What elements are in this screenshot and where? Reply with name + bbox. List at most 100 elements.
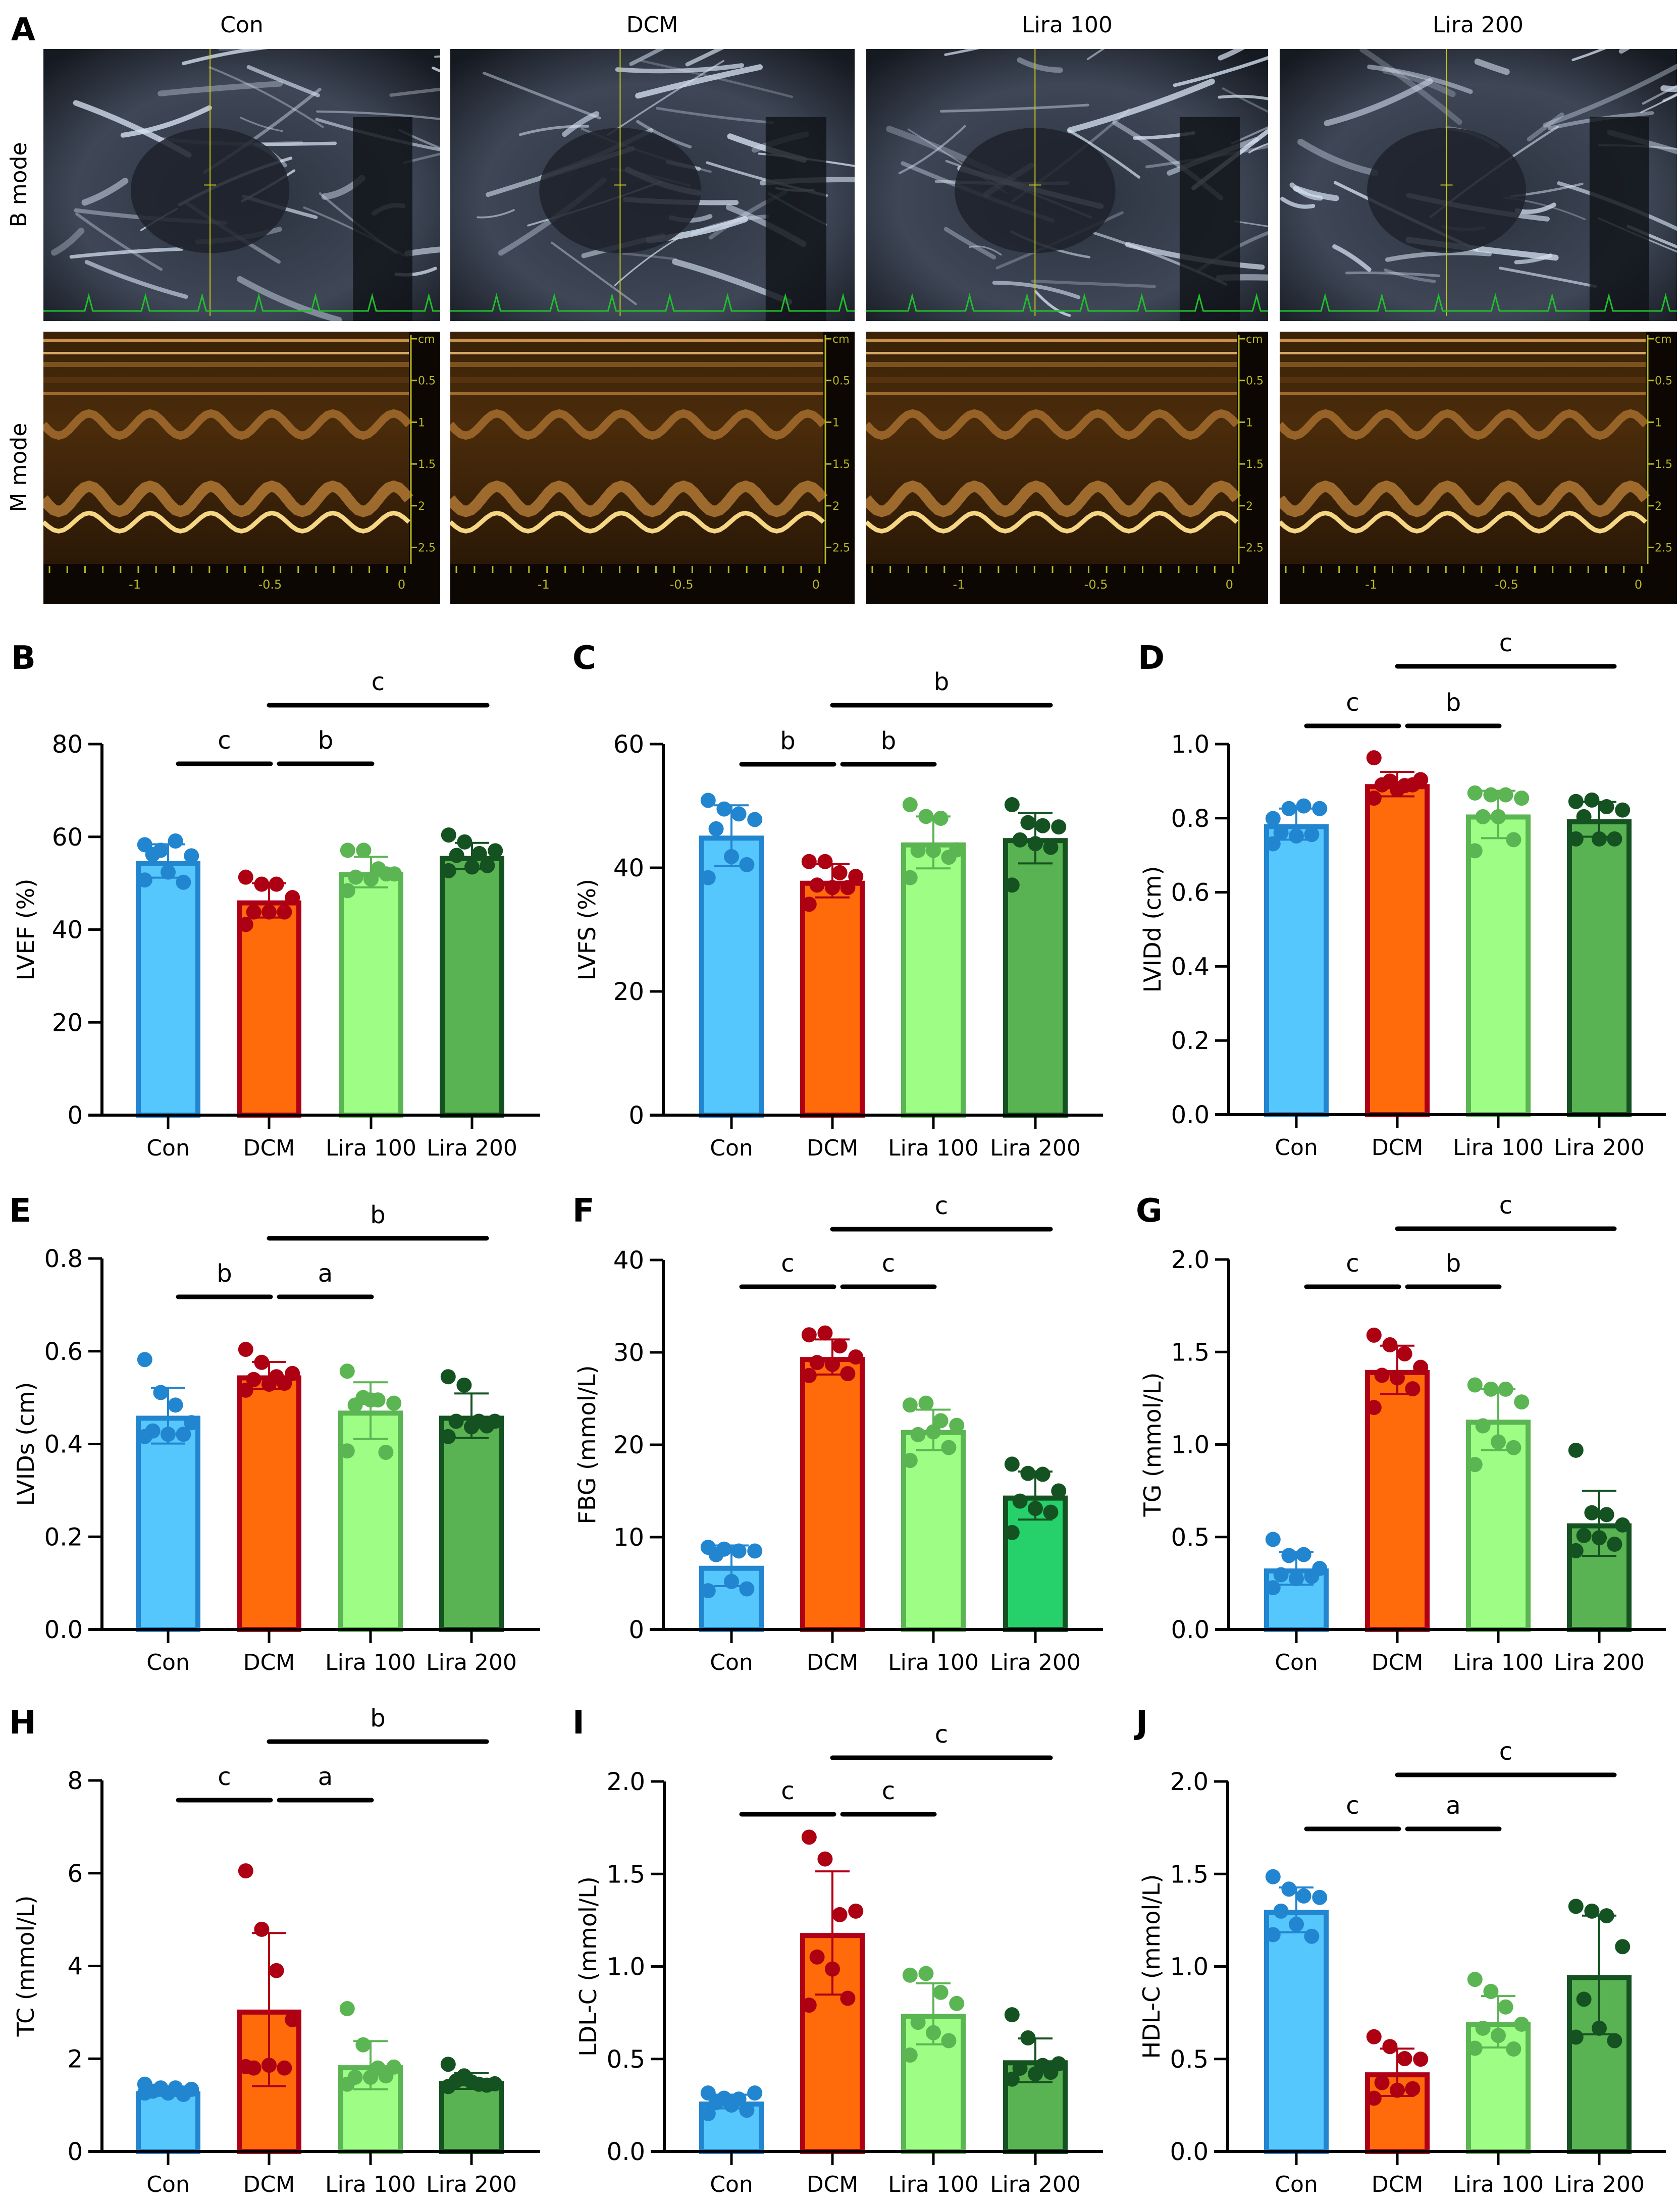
data-point — [1289, 1571, 1304, 1587]
m-mode-depth-tick-label: 1 — [418, 416, 425, 429]
data-point — [700, 1583, 716, 1599]
data-point — [1413, 1359, 1429, 1375]
data-point — [1568, 1543, 1584, 1558]
data-point — [825, 880, 840, 896]
data-point — [809, 877, 825, 893]
data-point — [1028, 1501, 1043, 1516]
data-point — [910, 843, 926, 858]
data-point — [1043, 2065, 1059, 2080]
data-point — [1514, 1394, 1530, 1410]
x-tick-label: Lira 100 — [888, 1135, 979, 1161]
m-mode-depth-tick-label: cm — [832, 333, 850, 346]
data-point — [471, 846, 487, 861]
data-point — [724, 1573, 739, 1589]
data-point — [1289, 828, 1304, 844]
y-tick-label: 0.0 — [1171, 1101, 1210, 1129]
data-point — [1304, 1928, 1320, 1944]
data-point — [145, 847, 161, 862]
data-point — [1004, 2071, 1020, 2087]
data-point — [1405, 2081, 1421, 2096]
significance-label: a — [318, 1763, 333, 1791]
data-point — [902, 1397, 918, 1413]
data-point — [1498, 787, 1513, 803]
data-point — [1576, 809, 1592, 824]
data-point — [1568, 2029, 1584, 2045]
data-point — [1576, 1528, 1592, 1543]
data-point — [1506, 2041, 1521, 2057]
data-point — [184, 848, 199, 864]
bar-con — [136, 2091, 200, 2154]
data-point — [261, 2058, 277, 2073]
data-point — [254, 876, 270, 892]
data-point — [1599, 1507, 1614, 1522]
data-point — [1491, 2028, 1506, 2043]
data-point — [1004, 877, 1020, 893]
data-point — [933, 1413, 949, 1429]
data-point — [1304, 827, 1320, 843]
y-tick-label: 60 — [613, 730, 644, 759]
x-tick-label: Lira 100 — [888, 1650, 979, 1675]
data-point — [1607, 1537, 1622, 1552]
data-point — [1568, 1899, 1584, 1914]
x-tick-label: Lira 200 — [1554, 1135, 1645, 1161]
x-tick-label: Con — [710, 1650, 753, 1675]
m-mode-depth-tick-label: 2 — [832, 500, 839, 513]
y-tick-label: 8 — [67, 1767, 83, 1795]
data-point — [348, 869, 363, 885]
x-tick-label: DCM — [243, 1650, 295, 1675]
panel-letter-a: A — [11, 11, 35, 48]
data-point — [902, 2047, 918, 2063]
m-mode-image-lira200: cm 0.5 1 1.5 2 2.5 -1 -0.5 0 — [1280, 332, 1677, 604]
data-point — [918, 809, 934, 824]
chart-panel-j: J HDL-C (mmol/L) Con DCM Lira 100 Lira 200 0.0… — [1134, 1704, 1666, 2197]
data-point — [941, 850, 957, 865]
y-tick-label: 0.6 — [1171, 879, 1210, 907]
bar-dcm — [800, 1357, 865, 1632]
column-header-dcm: DCM — [626, 12, 678, 38]
data-point — [708, 821, 724, 836]
data-point — [918, 1966, 934, 1981]
x-tick-label: Lira 200 — [1554, 2172, 1645, 2197]
bar-lira-200 — [439, 1415, 504, 1633]
x-tick-label: Lira 100 — [325, 2172, 416, 2197]
x-tick-label: DCM — [243, 2172, 295, 2197]
y-axis-label: LDL-C (mmol/L) — [574, 1876, 602, 2057]
panel-letter-f: F — [572, 1192, 595, 1230]
y-tick-label: 0.0 — [1170, 2138, 1209, 2166]
y-axis-label: HDL-C (mmol/L) — [1138, 1874, 1165, 2059]
data-point — [340, 843, 355, 858]
data-point — [1467, 1377, 1483, 1393]
data-point — [161, 1427, 176, 1442]
data-point — [1028, 2066, 1043, 2082]
data-point — [926, 1424, 941, 1440]
data-point — [1281, 801, 1297, 816]
data-point — [480, 858, 495, 873]
x-tick-label: Con — [146, 1650, 190, 1675]
data-point — [801, 854, 817, 869]
data-point — [840, 1990, 856, 2006]
data-point — [1498, 1381, 1513, 1397]
data-point — [1265, 1869, 1281, 1884]
y-tick-label: 1.5 — [1171, 1338, 1210, 1367]
data-point — [1498, 1999, 1513, 2015]
data-point — [926, 843, 941, 858]
y-tick-label: 0.4 — [44, 1431, 83, 1459]
data-point — [1475, 809, 1491, 824]
data-point — [817, 854, 833, 869]
bar-con — [1264, 1910, 1329, 2155]
bar-dcm — [237, 900, 301, 1118]
data-point — [246, 1372, 261, 1387]
data-point — [363, 1392, 378, 1408]
column-header-lira200: Lira 200 — [1433, 12, 1524, 38]
data-point — [1296, 1547, 1311, 1562]
data-point — [176, 874, 191, 890]
chart-panel-i: I LDL-C (mmol/L) Con DCM Lira 100 Lira 200 0.0… — [572, 1704, 1103, 2197]
significance-label: b — [780, 727, 795, 755]
data-point — [848, 869, 864, 884]
bar-lira-100 — [1466, 1420, 1531, 1632]
data-point — [1599, 1908, 1614, 1924]
y-tick-label: 0.6 — [44, 1338, 83, 1366]
data-point — [238, 1342, 253, 1357]
data-point — [1405, 1381, 1421, 1397]
data-point — [739, 857, 755, 872]
